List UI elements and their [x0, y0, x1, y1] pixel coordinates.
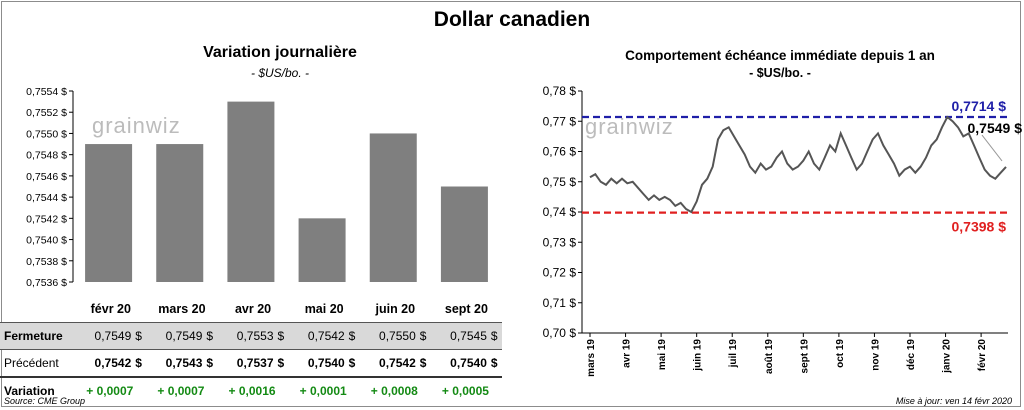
bar	[156, 144, 204, 282]
bar-y-tick-label: 0,7554 $	[26, 86, 67, 98]
table-header-cell: juin 20	[375, 302, 416, 316]
currency-cell: $	[275, 322, 289, 350]
row-label: Précédent	[0, 349, 76, 378]
line-y-tick-label: 0,75 $	[543, 175, 577, 189]
currency-cell: $	[417, 322, 431, 350]
line-y-tick-label: 0,78 $	[543, 84, 577, 98]
stats-table: févr 20 mars 20 avr 20 mai 20 juin 20 se…	[0, 296, 502, 404]
line-x-tick-label: juil 19	[728, 339, 739, 369]
table-cell: + 0,0007	[157, 384, 205, 398]
line-y-tick-label: 0,72 $	[543, 266, 577, 280]
line-x-tick-label: mai 19	[657, 339, 668, 371]
table-header-blank	[0, 296, 75, 323]
price-line	[589, 115, 1007, 214]
right-chart-subtitle: - $US/bo. -	[749, 66, 811, 80]
table-header-cell: avr 20	[234, 302, 272, 316]
line-x-tick-label: août 19	[764, 339, 775, 374]
currency-cell: $	[346, 322, 360, 350]
table-cell: 0,7540	[430, 349, 489, 378]
line-x-tick-label: févr 20	[977, 339, 988, 372]
right-chart-title: Comportement échéance immédiate depuis 1…	[625, 48, 935, 63]
bar	[85, 144, 133, 282]
table-cell: + 0,0001	[299, 384, 347, 398]
table-row: Variation + 0,0007 + 0,0007 + 0,0016 + 0…	[0, 377, 502, 404]
last-value-leader	[981, 134, 1003, 162]
table-cell: 0,7550	[359, 322, 418, 350]
last-value-label: 0,7549 $	[968, 120, 1023, 136]
table-cell: 0,7540	[288, 349, 347, 378]
bar-y-tick-label: 0,7552 $	[26, 107, 67, 119]
bar-y-tick-label: 0,7536 $	[26, 277, 67, 289]
line-y-tick-label: 0,73 $	[543, 235, 577, 249]
currency-cell: $	[133, 322, 147, 350]
table-header-cell: févr 20	[90, 302, 131, 316]
line-y-tick-label: 0,74 $	[543, 205, 577, 219]
table-cell: + 0,0016	[228, 384, 276, 398]
bar	[369, 133, 417, 282]
table-cell: 0,7543	[146, 349, 205, 378]
currency-cell: $	[488, 322, 502, 350]
currency-cell: $	[346, 349, 360, 378]
currency-cell: $	[133, 349, 147, 378]
watermark-left: grainwiz	[92, 113, 181, 138]
line-x-tick-label: mars 19	[586, 339, 597, 377]
bar-y-tick-label: 0,7546 $	[26, 171, 67, 183]
page-title: Dollar canadien	[433, 8, 591, 31]
table-cell: 0,7537	[217, 349, 276, 378]
left-chart-title: Variation journalière	[203, 44, 357, 61]
line-x-tick-label: sept 19	[799, 339, 810, 374]
currency-cell: $	[204, 349, 218, 378]
table-cell: 0,7553	[217, 322, 276, 350]
currency-cell: $	[417, 349, 431, 378]
line-x-tick-label: juin 19	[693, 339, 704, 372]
table-header-cell: mai 20	[304, 302, 344, 316]
row-label: Fermeture	[0, 322, 76, 350]
max-line-label: 0,7714 $	[952, 98, 1007, 114]
bar-y-tick-label: 0,7544 $	[26, 192, 67, 204]
table-cell: 0,7545	[430, 322, 489, 350]
line-x-tick-label: oct 19	[835, 339, 846, 368]
line-y-tick-label: 0,76 $	[543, 145, 577, 159]
table-cell: 0,7542	[359, 349, 418, 378]
row-label: Variation	[4, 384, 55, 398]
left-chart-subtitle: - $US/bo. -	[250, 66, 310, 80]
line-x-tick-label: déc 19	[906, 339, 917, 371]
line-y-tick-label: 0,71 $	[543, 296, 577, 310]
table-row: Précédent 0,7542 $ 0,7543 $ 0,7537 $ 0,7540…	[0, 349, 502, 378]
table-cell: + 0,0005	[441, 384, 489, 398]
source-note: Source: CME Group	[4, 396, 86, 406]
table-header-cell: sept 20	[444, 302, 488, 316]
currency-cell: $	[488, 349, 502, 378]
line-x-tick-label: nov 19	[870, 339, 881, 371]
watermark-right: grainwiz	[585, 114, 674, 139]
line-y-tick-label: 0,70 $	[543, 326, 577, 340]
bar	[227, 101, 275, 282]
bar	[298, 218, 346, 282]
table-cell: 0,7542	[288, 322, 347, 350]
line-y-tick-label: 0,77 $	[543, 114, 577, 128]
table-cell: 0,7549	[75, 322, 134, 350]
table-header-row: févr 20 mars 20 avr 20 mai 20 juin 20 se…	[0, 296, 502, 323]
update-note: Mise à jour: ven 14 févr 2020	[895, 396, 1012, 406]
line-x-tick-label: avr 19	[622, 339, 633, 368]
bar	[440, 186, 488, 282]
min-line-label: 0,7398 $	[952, 219, 1007, 235]
table-cell: 0,7549	[146, 322, 205, 350]
table-cell: + 0,0007	[86, 384, 134, 398]
bar-y-tick-label: 0,7550 $	[26, 128, 67, 140]
table-cell: 0,7542	[75, 349, 134, 378]
table-header-cell: mars 20	[158, 302, 206, 316]
bar-y-tick-label: 0,7548 $	[26, 150, 67, 162]
currency-cell: $	[275, 349, 289, 378]
table-cell: + 0,0008	[370, 384, 418, 398]
bar-y-tick-label: 0,7540 $	[26, 235, 67, 247]
line-x-tick-label: janv 20	[942, 339, 953, 374]
currency-cell: $	[204, 322, 218, 350]
bar-y-tick-label: 0,7538 $	[26, 256, 67, 268]
table-row: Fermeture 0,7549 $ 0,7549 $ 0,7553 $ 0,7542…	[0, 322, 502, 350]
bar-y-tick-label: 0,7542 $	[26, 213, 67, 225]
